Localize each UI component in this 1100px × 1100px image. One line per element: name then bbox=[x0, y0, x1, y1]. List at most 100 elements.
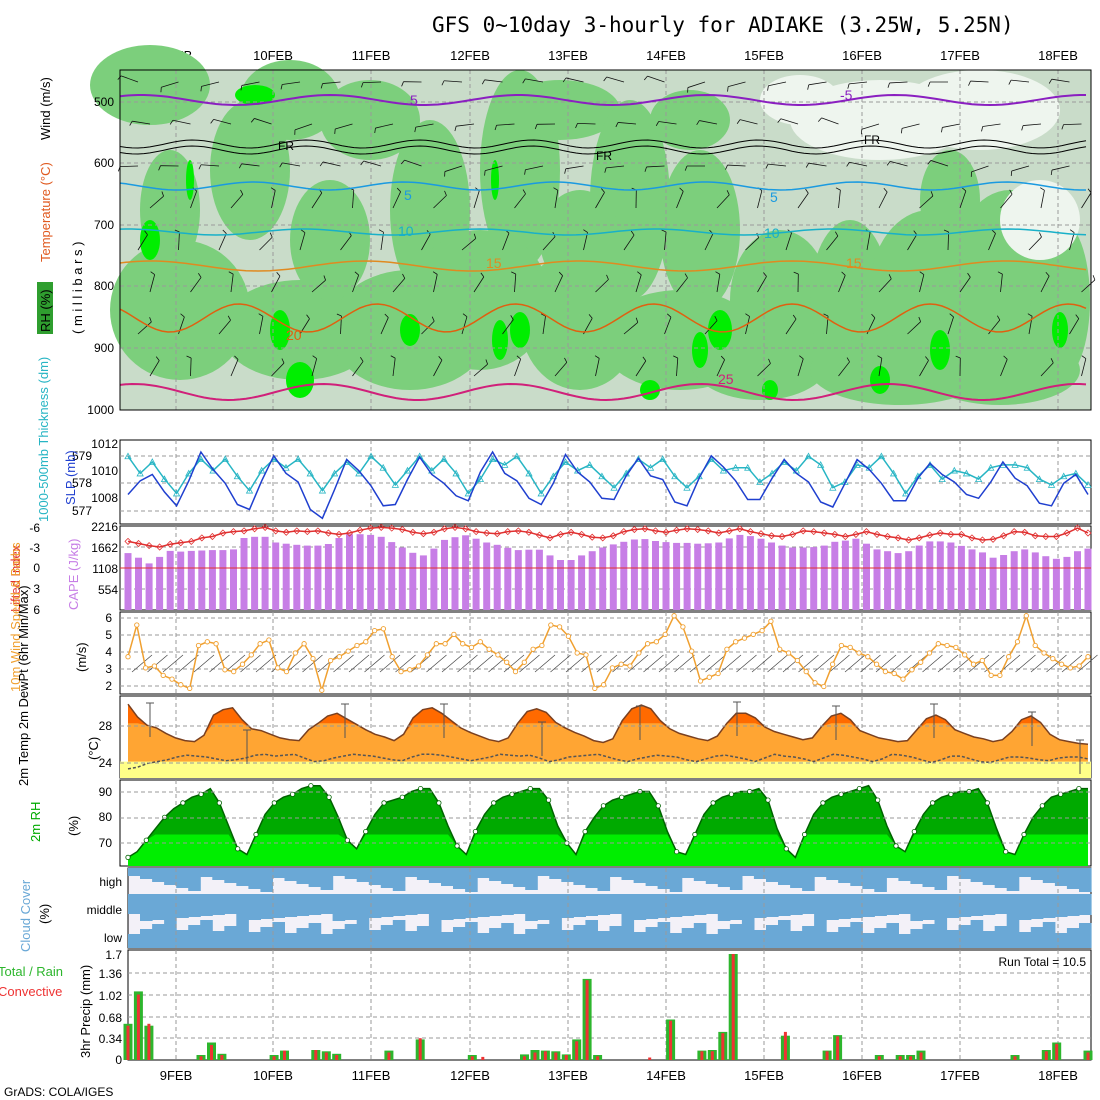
wind-barb bbox=[808, 162, 827, 167]
precip-convective-bar bbox=[721, 1033, 725, 1060]
wind-barb bbox=[558, 271, 563, 276]
wind-barb bbox=[1011, 79, 1030, 83]
rh2m-area bbox=[125, 783, 1088, 866]
wind10-point bbox=[336, 654, 343, 660]
cloud-middle-bar bbox=[994, 894, 1008, 914]
cape-bar bbox=[630, 539, 638, 610]
wind-barb bbox=[623, 234, 635, 251]
cloud-high-bar bbox=[597, 868, 611, 891]
wind10-point bbox=[918, 659, 924, 665]
y-tick: 0.34 bbox=[99, 1032, 123, 1046]
cloud-middle-bar bbox=[729, 894, 743, 920]
wind10-barb bbox=[1061, 654, 1083, 673]
y-label-slp: SLP (mb) bbox=[63, 450, 78, 505]
wind-barb bbox=[647, 75, 665, 83]
cloud-low-bar bbox=[477, 933, 490, 948]
wind-barb bbox=[907, 321, 921, 335]
y-tick: 0.68 bbox=[99, 1011, 123, 1025]
wind10-point bbox=[750, 631, 756, 638]
wind10-barb bbox=[271, 654, 292, 673]
wind-barb bbox=[797, 193, 809, 209]
wind-barb bbox=[595, 192, 605, 209]
cloud-high-bar bbox=[296, 868, 310, 884]
cape-bar bbox=[704, 543, 712, 610]
cloud-grid bbox=[175, 868, 1059, 948]
wind10-barb bbox=[209, 654, 230, 673]
wind10-point bbox=[944, 642, 950, 649]
wind10-point bbox=[565, 633, 572, 639]
date-label: 15FEB bbox=[744, 1068, 784, 1083]
cloud-low-bar bbox=[693, 923, 707, 948]
slp-grid bbox=[120, 440, 1091, 524]
cloud-middle-bar bbox=[368, 894, 382, 918]
wind-barb bbox=[336, 313, 342, 317]
cloud-middle-bar bbox=[272, 894, 285, 918]
cloud-low-bar bbox=[994, 926, 1008, 948]
wind-barb bbox=[485, 359, 488, 365]
wind-barb bbox=[485, 165, 503, 172]
wind-barb bbox=[637, 271, 642, 276]
wind10-barb bbox=[441, 654, 463, 673]
rh-moist-zone bbox=[870, 366, 890, 394]
wind10-point bbox=[794, 657, 801, 664]
cape-bar bbox=[240, 538, 248, 610]
wind-barb bbox=[595, 279, 609, 293]
wind10-point bbox=[151, 663, 158, 669]
wind10-point bbox=[424, 652, 431, 658]
li-marker bbox=[546, 534, 554, 542]
wind10-barb bbox=[689, 654, 711, 673]
cloud-low-bar bbox=[152, 924, 165, 948]
precip-convective-bar bbox=[564, 1055, 568, 1060]
wind10-barb bbox=[147, 654, 168, 673]
wind-barb bbox=[716, 274, 721, 293]
wind-barb bbox=[767, 85, 769, 91]
wind-barb bbox=[396, 187, 401, 192]
rh-moist-zone bbox=[400, 314, 420, 346]
cape-bar bbox=[1021, 549, 1029, 610]
y-tick-left: 578 bbox=[72, 476, 92, 490]
wind-barb bbox=[826, 235, 839, 251]
cape-bar bbox=[493, 544, 501, 610]
cloud-high-bar bbox=[248, 868, 261, 889]
cape-bar bbox=[483, 542, 491, 610]
li-marker bbox=[841, 532, 849, 541]
cloud-middle-bar bbox=[934, 894, 948, 919]
wind10-point bbox=[838, 642, 845, 649]
wind-barb bbox=[433, 359, 443, 377]
cape-bar bbox=[588, 551, 596, 610]
li-marker bbox=[198, 534, 206, 542]
y-tick: 600 bbox=[94, 156, 114, 170]
cloud-middle-bar bbox=[862, 894, 875, 917]
wind-barb bbox=[919, 271, 925, 275]
thickness-marker bbox=[525, 469, 533, 477]
li-marker bbox=[335, 530, 343, 538]
cloud-low-bar bbox=[392, 920, 406, 948]
wind-barb bbox=[241, 163, 260, 167]
wind10-barb bbox=[798, 654, 819, 673]
date-label: 14FEB bbox=[646, 48, 686, 63]
wind10-point bbox=[962, 652, 968, 658]
cloud-middle-bar bbox=[753, 894, 767, 918]
cloud-middle-bar bbox=[441, 894, 454, 920]
wind-barb bbox=[785, 318, 797, 335]
cloud-middle-bar bbox=[946, 894, 960, 918]
rh-dry-zone bbox=[1000, 180, 1080, 260]
cloud-high-bar bbox=[741, 868, 755, 876]
rh2m-point bbox=[235, 846, 241, 852]
wind-barb bbox=[271, 190, 276, 209]
y-tick-left: 6 bbox=[33, 603, 40, 617]
cloud-low-bar bbox=[272, 922, 285, 948]
y-label-precip-total: Total / Rain bbox=[0, 964, 63, 979]
wind10-barb bbox=[844, 654, 866, 673]
wind10-point bbox=[803, 668, 809, 675]
wind10-point bbox=[283, 668, 290, 675]
wind-barb bbox=[866, 232, 871, 251]
cloud-high-bar bbox=[368, 868, 382, 885]
cloud-low-bar bbox=[549, 919, 562, 948]
wind-barb bbox=[198, 273, 202, 278]
thickness-marker bbox=[318, 486, 327, 494]
wind10-barb bbox=[643, 654, 664, 673]
y-label-cape: CAPE (J/kg) bbox=[66, 538, 81, 610]
date-label: 9FEB bbox=[160, 1068, 193, 1083]
y-tick: 3 bbox=[105, 662, 112, 676]
